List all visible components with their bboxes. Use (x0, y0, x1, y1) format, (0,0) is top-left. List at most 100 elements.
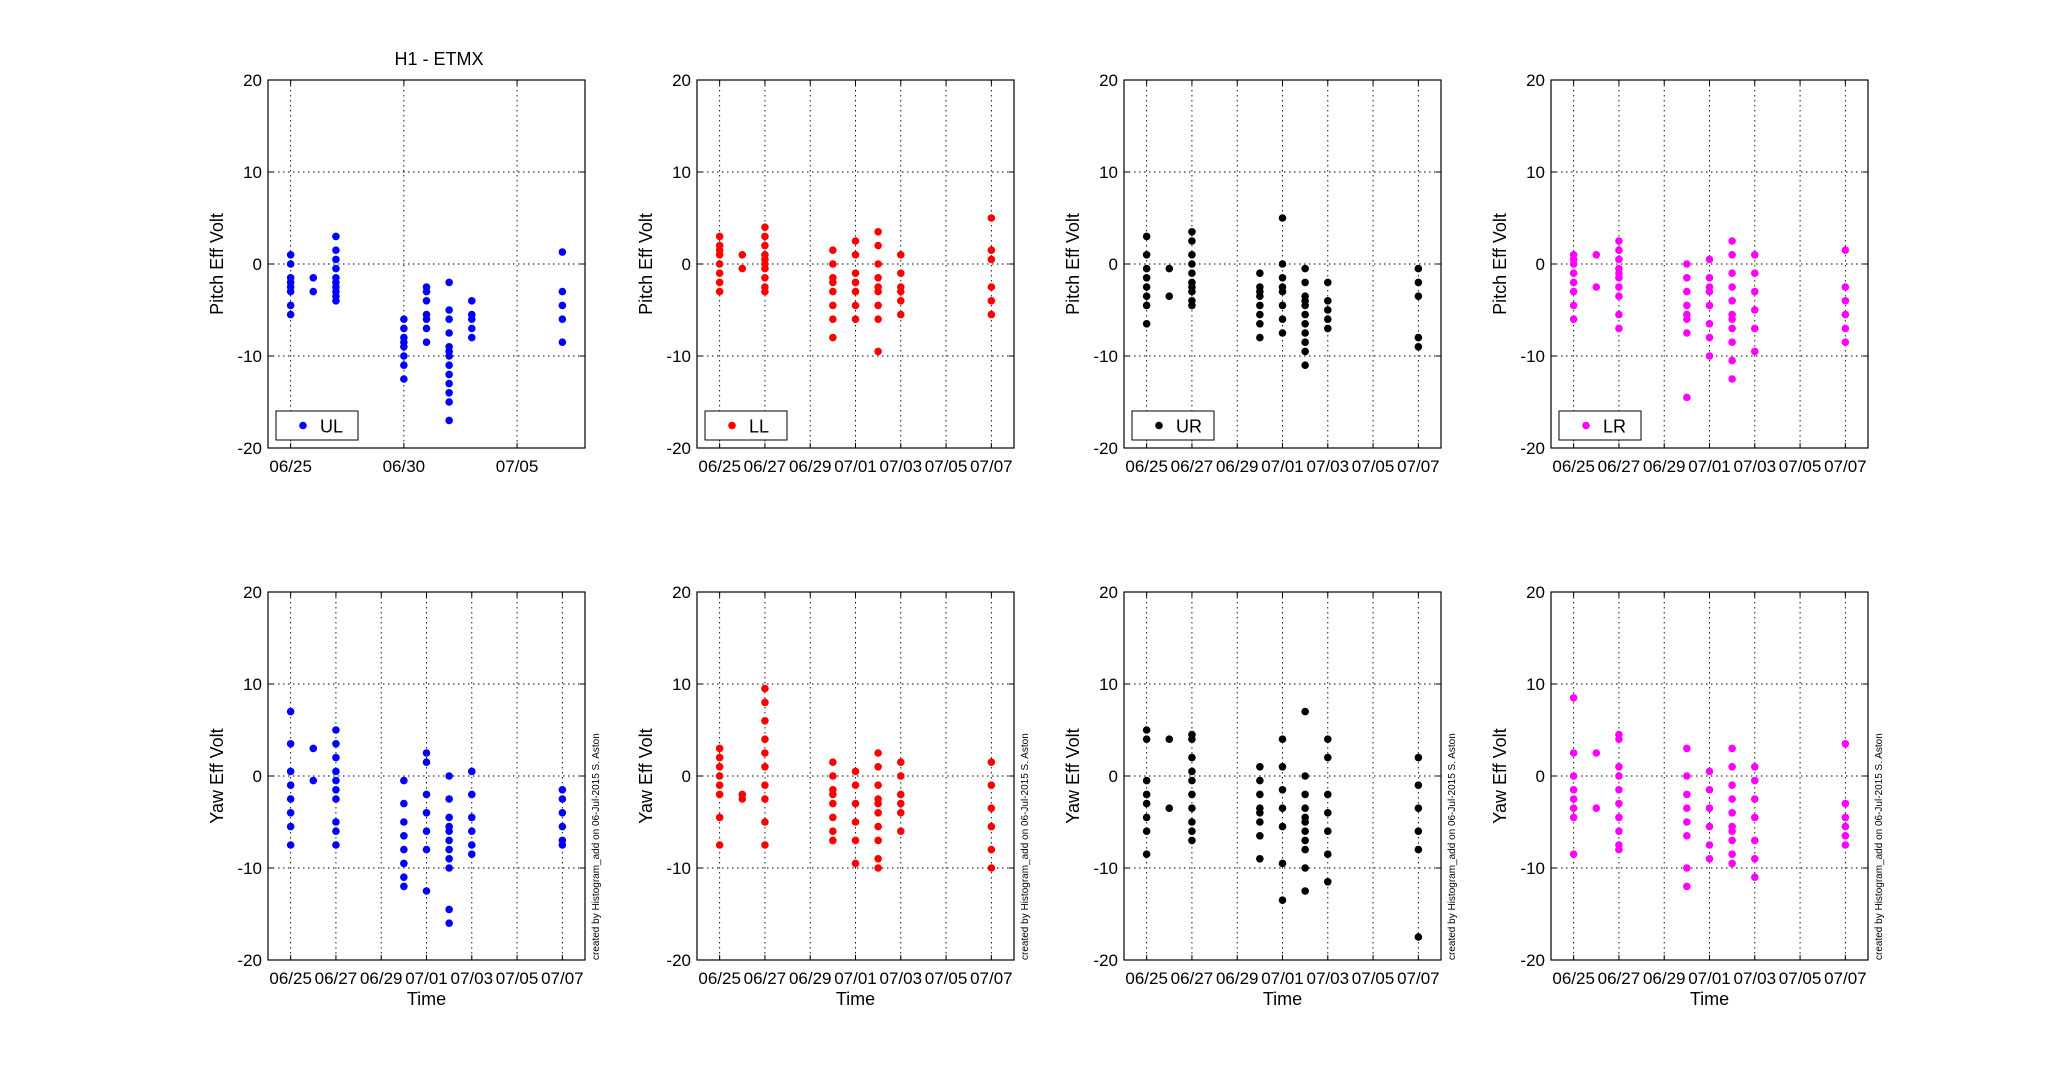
data-point (1569, 694, 1578, 702)
data-point (987, 845, 996, 854)
x-tick-label: 06/25 (698, 457, 741, 476)
x-tick-label: 07/05 (496, 457, 539, 476)
data-point (1683, 393, 1691, 402)
data-point (1301, 310, 1309, 319)
legend-marker (728, 421, 736, 430)
data-point (1188, 228, 1196, 236)
data-point (874, 799, 882, 808)
x-tick-label: 06/27 (315, 969, 358, 988)
y-tick-label: 20 (672, 71, 691, 90)
data-point (851, 251, 860, 259)
data-point (332, 740, 340, 748)
data-point (1323, 306, 1332, 314)
data-point (896, 809, 905, 817)
data-point (445, 416, 453, 425)
x-tick-label: 07/07 (970, 457, 1013, 476)
data-point (1592, 251, 1601, 259)
x-tick-label: 06/29 (360, 969, 403, 988)
y-axis-label: Pitch Eff Volt (636, 213, 656, 315)
x-tick-label: 06/25 (269, 969, 312, 988)
data-point (400, 799, 408, 808)
legend-marker (1582, 421, 1590, 430)
data-point (1188, 735, 1196, 743)
data-point (558, 315, 567, 324)
y-tick-label: 0 (253, 767, 262, 786)
data-point (715, 260, 724, 268)
credit-text: created by Histogram_add on 06-Jul-2015 … (1447, 733, 1458, 960)
data-point (1569, 315, 1578, 324)
data-point (1278, 735, 1287, 743)
data-point (1615, 283, 1623, 291)
data-point (1841, 246, 1850, 254)
data-point (1414, 264, 1423, 273)
data-point (1188, 836, 1196, 845)
data-point (851, 301, 860, 310)
data-point (332, 246, 340, 254)
y-tick-label: -10 (666, 859, 691, 878)
data-point (1278, 329, 1287, 337)
data-point (1188, 776, 1196, 785)
y-tick-label: 0 (253, 255, 262, 274)
data-point (829, 315, 837, 324)
data-point (1728, 251, 1736, 259)
x-tick-label: 07/07 (970, 969, 1013, 988)
data-point (1728, 763, 1736, 771)
data-point (874, 315, 882, 324)
x-tick-label: 07/03 (880, 457, 923, 476)
data-point (1142, 776, 1151, 785)
y-axis-label: Yaw Eff Volt (1063, 728, 1083, 823)
data-point (987, 822, 996, 831)
data-point (1705, 301, 1714, 310)
data-point (286, 310, 295, 319)
data-point (286, 781, 295, 789)
y-axis-label: Pitch Eff Volt (1063, 213, 1083, 315)
y-tick-label: -20 (1520, 951, 1545, 970)
y-tick-label: 20 (672, 583, 691, 602)
series-ll (715, 214, 996, 356)
data-point (1750, 776, 1759, 785)
data-point (1256, 776, 1264, 785)
data-point (1705, 822, 1714, 831)
data-point (1705, 274, 1714, 282)
data-point (715, 781, 724, 789)
data-point (874, 836, 882, 845)
data-point (445, 347, 453, 356)
data-point (1683, 310, 1691, 319)
data-point (1278, 804, 1287, 812)
data-point (1705, 255, 1714, 264)
y-tick-label: -20 (237, 439, 262, 458)
data-point (1615, 827, 1623, 835)
y-tick-label: -10 (1093, 859, 1118, 878)
data-point (1256, 301, 1264, 310)
data-point (874, 763, 882, 771)
data-point (1615, 255, 1623, 264)
y-tick-label: 0 (1536, 255, 1545, 274)
data-point (1301, 707, 1309, 716)
data-point (558, 301, 567, 310)
legend-label: UR (1176, 417, 1202, 437)
data-point (1615, 237, 1623, 245)
data-point (1278, 786, 1287, 794)
data-point (1256, 310, 1264, 319)
legend-box (1131, 410, 1215, 441)
y-tick-label: -20 (666, 951, 691, 970)
data-point (761, 241, 769, 250)
subplot-pitch-ll: 06/25 06/27 06/29 07/01 07/03 07/05 07/07 -20 -1… (636, 71, 1015, 476)
data-point (1256, 809, 1264, 817)
data-point (987, 804, 996, 812)
x-tick-label: 06/25 (1125, 969, 1168, 988)
y-tick-label: -10 (237, 859, 262, 878)
data-point (422, 338, 431, 347)
data-point (332, 255, 340, 264)
data-point (1615, 763, 1623, 771)
data-point (1750, 287, 1759, 296)
data-point (1278, 301, 1287, 310)
data-point (467, 324, 476, 333)
data-point (1301, 790, 1309, 799)
data-point (1188, 301, 1196, 310)
y-tick-label: -10 (666, 347, 691, 366)
x-tick-label: 07/07 (1824, 457, 1867, 476)
data-point (1256, 287, 1264, 296)
data-point (309, 274, 318, 282)
data-point (715, 744, 724, 753)
